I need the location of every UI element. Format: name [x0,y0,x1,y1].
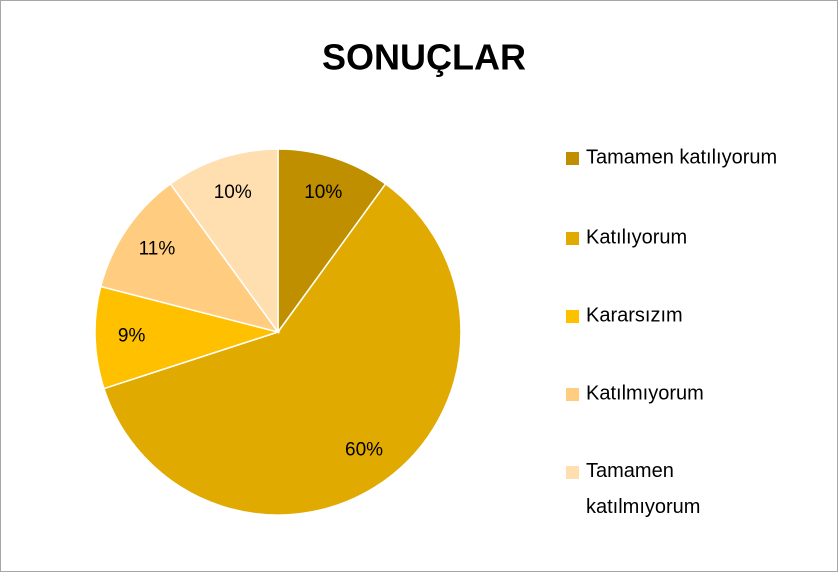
legend-label-line: katılmıyorum [586,496,700,518]
legend-label: Katılmıyorum [586,382,704,404]
legend-swatch [566,466,579,479]
legend-label-line: Tamamen [586,460,674,482]
legend-swatch [566,388,579,401]
pie-slice [169,148,279,335]
legend-label: Kararsızım [586,304,683,326]
data-label-value: 10 [304,182,325,203]
data-label: 10% [304,182,342,203]
pie-slice [94,285,281,390]
legend-swatch [566,310,579,323]
pie-slice [99,182,280,334]
data-label: 10% [214,182,252,203]
data-label-value: 9 [118,326,129,347]
legend-label: Katılıyorum [586,226,687,248]
data-label-value: 60 [345,439,366,460]
pie-slice [277,148,387,335]
chart-title: SONUÇLAR [322,37,526,78]
legend-swatch [566,232,579,245]
legend-label: Tamamen katılmıyorum [586,460,700,518]
data-label-value: 10 [214,182,235,203]
pie-slice [103,182,462,516]
data-label: 11% [139,239,176,260]
data-label: 9% [118,326,146,347]
legend-label: Tamamen katılıyorum [586,146,777,168]
data-label: 60% [345,439,383,460]
legend-swatch [566,152,579,165]
data-label-value: 11 [139,239,159,260]
